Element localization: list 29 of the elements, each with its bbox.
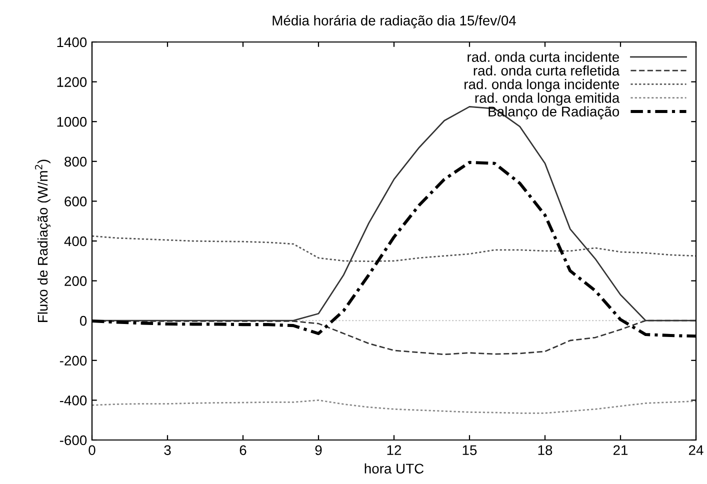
y-tick-label: 200 [64, 276, 87, 286]
legend-label: rad. onda curta refletida [474, 65, 620, 76]
y-tick-label: -200 [60, 356, 87, 366]
x-tick-label: 0 [88, 445, 96, 456]
y-tick-label: 0 [80, 316, 87, 326]
y-axis-title: Fluxo de Radiação (W/m$^{2}$) [34, 160, 50, 322]
chart-title: Média horária de radiação dia 15/fev/04 [272, 15, 516, 28]
x-axis-title: hora UTC [364, 463, 424, 474]
y-tick-label: 600 [64, 196, 87, 206]
line-series [92, 235, 696, 262]
x-tick-label: 6 [240, 445, 246, 456]
y-tick-label: 800 [64, 156, 87, 167]
y-tick-label: -400 [60, 396, 87, 406]
x-tick-label: 3 [164, 445, 171, 456]
y-tick-label: 1400 [57, 37, 87, 48]
legend-label: rad. onda longa incidente [464, 79, 620, 92]
y-tick-label: 1200 [57, 77, 87, 87]
y-tick-label: 1000 [57, 116, 87, 127]
x-tick-label: 24 [688, 445, 704, 455]
x-tick-label: 12 [387, 445, 402, 455]
legend-label: rad. onda longa emitida [475, 92, 620, 106]
x-tick-label: 21 [613, 445, 628, 455]
y-tick-label: 400 [64, 236, 87, 246]
line-series [92, 400, 696, 414]
x-tick-label: 9 [315, 445, 322, 456]
x-tick-label: 15 [462, 445, 477, 456]
legend-label: rad. onda curta incidente [468, 52, 620, 62]
x-tick-label: 18 [538, 445, 552, 456]
y-tick-label: -600 [60, 435, 87, 446]
